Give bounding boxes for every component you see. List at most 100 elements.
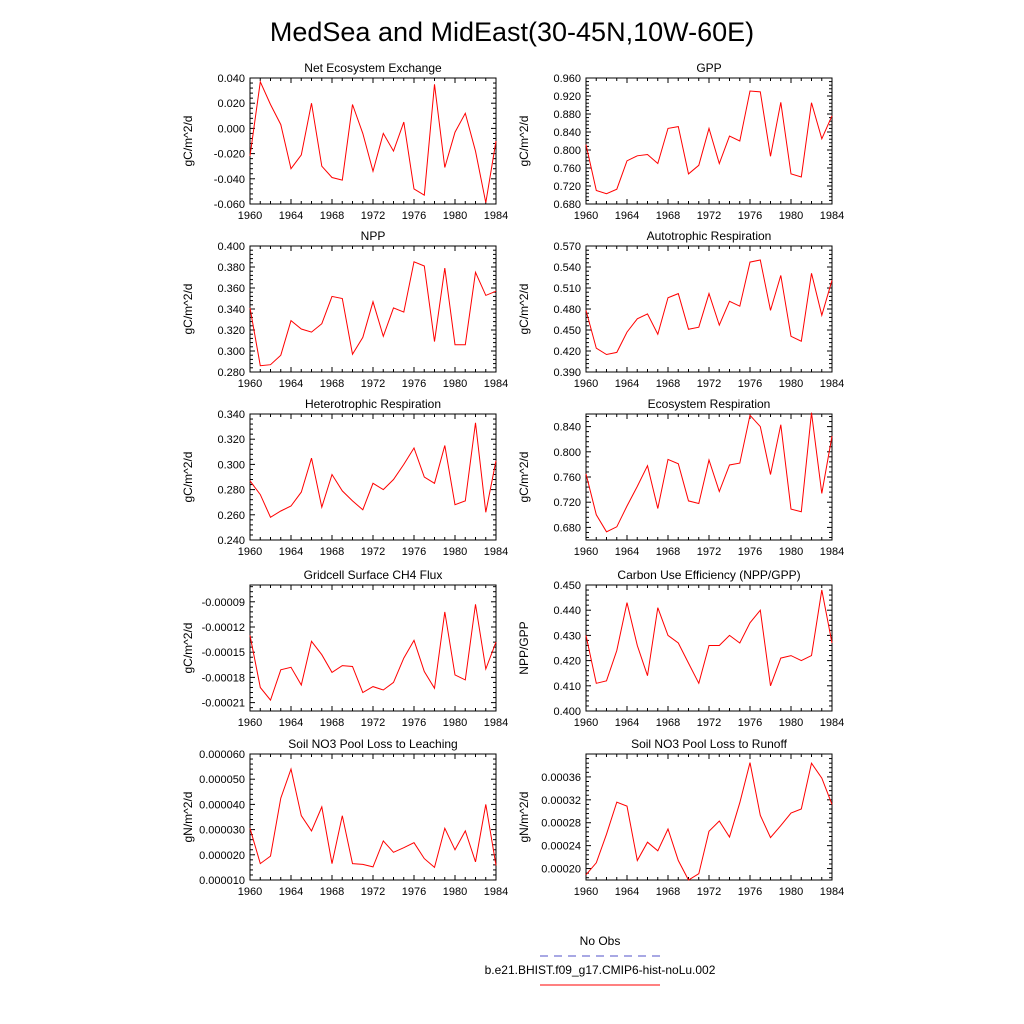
chart-panel-soil-no3-pool-loss-to-runoff: Soil NO3 Pool Loss to Runoff gN/m^2/d 1960… [517, 737, 844, 898]
y-tick-label: 0.000020 [199, 850, 245, 862]
series-line [585, 761, 833, 881]
y-axis-label: gC/m^2/d [517, 452, 531, 503]
x-tick-label: 1968 [320, 886, 344, 898]
x-tick-label: 1980 [443, 546, 467, 558]
y-axis-label: gC/m^2/d [181, 623, 195, 674]
x-tick-label: 1964 [615, 546, 639, 558]
y-tick-label: 0.450 [553, 580, 581, 592]
chart-title: Heterotrophic Respiration [305, 397, 441, 411]
x-tick-label: 1960 [574, 546, 598, 558]
y-tick-label: 0.320 [217, 325, 245, 337]
y-tick-label: 0.840 [553, 127, 581, 139]
figure-title: MedSea and MidEast(30-45N,10W-60E) [270, 17, 754, 47]
x-tick-label: 1976 [738, 378, 762, 390]
legend-label-model-run: b.e21.BHIST.f09_g17.CMIP6-hist-noLu.002 [485, 963, 716, 977]
y-tick-label: 0.340 [217, 304, 245, 316]
y-tick-label: 0.680 [553, 522, 581, 534]
x-tick-label: 1984 [484, 546, 508, 558]
y-tick-label: 0.300 [217, 346, 245, 358]
y-tick-label: 0.390 [553, 367, 581, 379]
y-tick-label: 0.040 [217, 73, 245, 85]
y-tick-label: 0.450 [553, 325, 581, 337]
x-tick-label: 1976 [402, 378, 426, 390]
chart-title: GPP [696, 61, 721, 75]
series-line [585, 412, 833, 533]
x-tick-label: 1984 [820, 546, 844, 558]
x-tick-label: 1972 [697, 546, 721, 558]
x-tick-label: 1976 [738, 717, 762, 729]
chart-title: Gridcell Surface CH4 Flux [304, 568, 443, 582]
series-line [585, 90, 833, 195]
y-tick-label: 0.400 [217, 241, 245, 253]
y-tick-label: 0.360 [217, 283, 245, 295]
chart-title: Net Ecosystem Exchange [304, 61, 442, 75]
y-tick-label: 0.420 [553, 656, 581, 668]
y-tick-label: 0.760 [553, 163, 581, 175]
y-axis-label: gN/m^2/d [517, 792, 531, 843]
legend: No Obs b.e21.BHIST.f09_g17.CMIP6-hist-no… [485, 934, 716, 986]
y-tick-label: 0.320 [217, 434, 245, 446]
y-tick-label: 0.960 [553, 73, 581, 85]
y-axis-label: gC/m^2/d [181, 452, 195, 503]
plot-frame [249, 584, 497, 712]
chart-title: NPP [361, 229, 386, 243]
x-tick-label: 1968 [656, 886, 680, 898]
plot-frame [585, 77, 833, 205]
y-tick-label: 0.000060 [199, 749, 245, 761]
x-tick-label: 1980 [779, 886, 803, 898]
y-tick-label: 0.410 [553, 681, 581, 693]
x-tick-label: 1972 [361, 886, 385, 898]
x-tick-label: 1980 [779, 546, 803, 558]
x-tick-label: 1960 [574, 717, 598, 729]
y-tick-label: 0.510 [553, 283, 581, 295]
x-tick-label: 1980 [779, 210, 803, 222]
y-tick-label: 0.380 [217, 262, 245, 274]
y-tick-label: 0.240 [217, 535, 245, 547]
x-tick-label: 1960 [238, 886, 262, 898]
series-line [249, 261, 497, 367]
y-tick-label: 0.480 [553, 304, 581, 316]
x-tick-label: 1980 [443, 886, 467, 898]
x-tick-label: 1976 [402, 717, 426, 729]
plot-frame [249, 413, 497, 541]
y-tick-label: 0.000 [217, 123, 245, 135]
y-tick-label: 0.760 [553, 472, 581, 484]
x-tick-label: 1960 [574, 210, 598, 222]
y-tick-label: 0.840 [553, 422, 581, 434]
x-tick-label: 1972 [361, 210, 385, 222]
y-tick-label: 0.00020 [541, 864, 581, 876]
chart-title: Soil NO3 Pool Loss to Runoff [631, 737, 788, 751]
chart-panel-net-ecosystem-exchange: Net Ecosystem Exchange gC/m^2/d 1960 1964 19… [181, 61, 508, 222]
series-line [249, 80, 497, 203]
x-tick-label: 1972 [697, 886, 721, 898]
x-tick-label: 1984 [820, 717, 844, 729]
y-tick-label: 0.280 [217, 367, 245, 379]
y-tick-label: 0.400 [553, 706, 581, 718]
x-tick-label: 1972 [697, 378, 721, 390]
y-tick-label: 0.680 [553, 199, 581, 211]
y-tick-label: 0.000050 [199, 774, 245, 786]
chart-title: Carbon Use Efficiency (NPP/GPP) [617, 568, 800, 582]
x-tick-label: 1964 [615, 717, 639, 729]
x-tick-label: 1964 [279, 378, 303, 390]
x-tick-label: 1968 [320, 378, 344, 390]
x-tick-label: 1976 [738, 546, 762, 558]
y-tick-label: -0.040 [214, 174, 245, 186]
y-tick-label: 0.300 [217, 459, 245, 471]
x-tick-label: 1976 [738, 210, 762, 222]
x-tick-label: 1984 [820, 210, 844, 222]
x-tick-label: 1976 [402, 210, 426, 222]
y-tick-label: 0.880 [553, 109, 581, 121]
y-tick-label: 0.000010 [199, 875, 245, 887]
y-tick-label: 0.570 [553, 241, 581, 253]
chart-panel-soil-no3-pool-loss-to-leaching: Soil NO3 Pool Loss to Leaching gN/m^2/d 19… [181, 737, 508, 898]
y-tick-label: 0.280 [217, 485, 245, 497]
series-line [249, 422, 497, 519]
y-tick-label: 0.000040 [199, 799, 245, 811]
chart-title: Ecosystem Respiration [648, 397, 771, 411]
chart-panel-autotrophic-respiration: Autotrophic Respiration gC/m^2/d 1960 1964 1… [517, 229, 844, 390]
x-tick-label: 1984 [820, 886, 844, 898]
x-tick-label: 1980 [779, 378, 803, 390]
x-tick-label: 1964 [615, 886, 639, 898]
x-tick-label: 1964 [279, 546, 303, 558]
